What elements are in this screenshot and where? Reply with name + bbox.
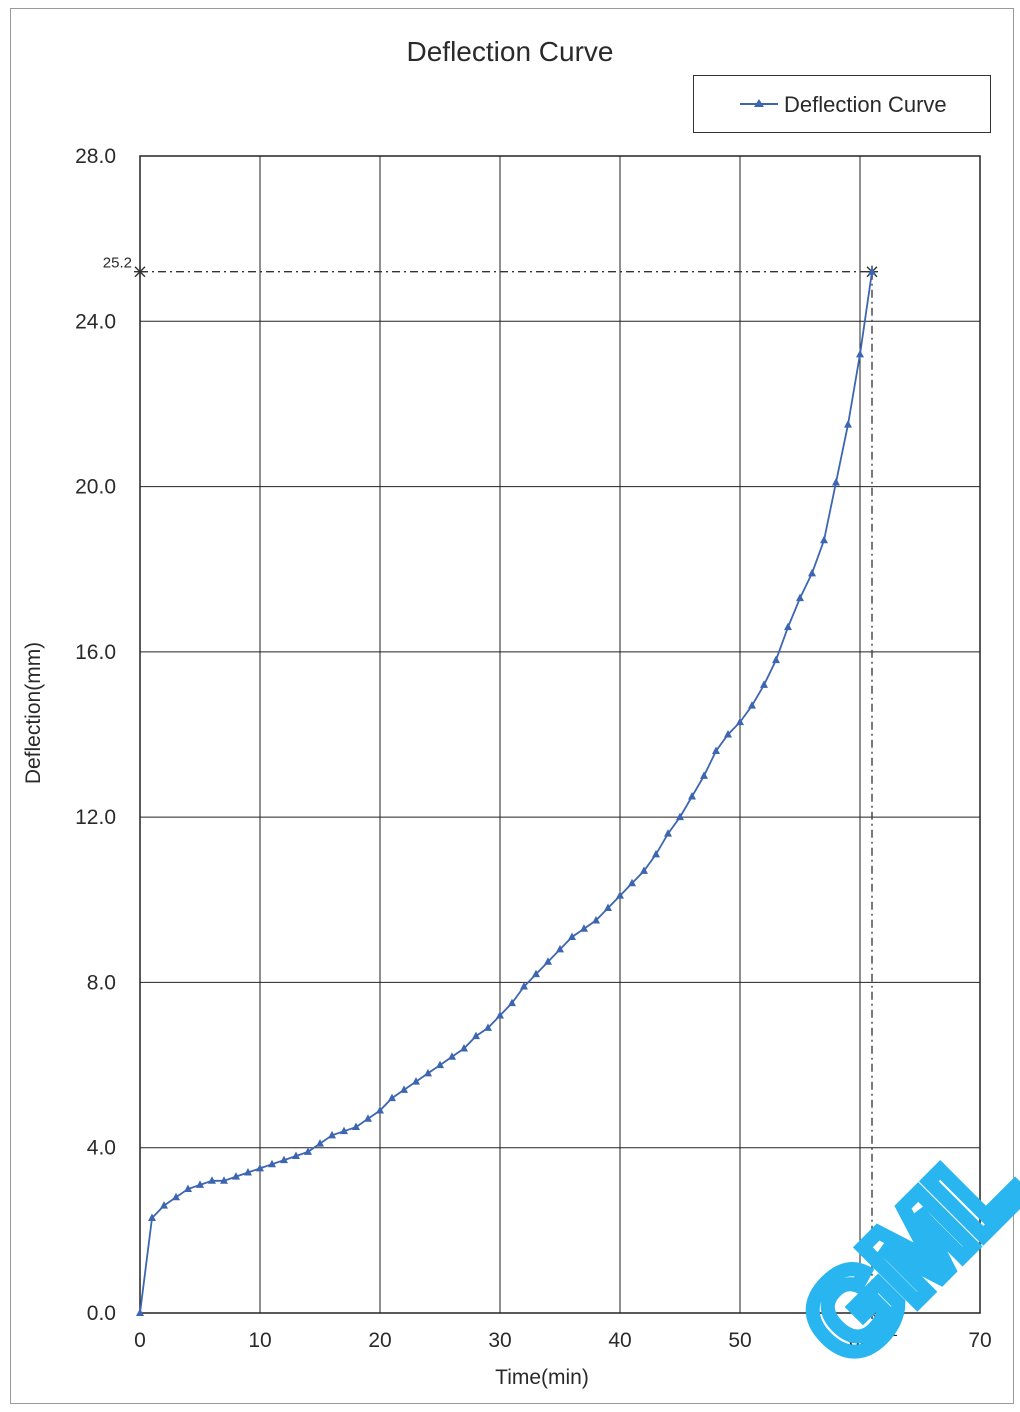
- data-point-marker: [328, 1130, 336, 1139]
- data-point-marker: [772, 655, 780, 664]
- data-point-marker: [436, 1060, 444, 1069]
- data-point-marker: [508, 998, 516, 1007]
- y-tick-label: 0.0: [87, 1302, 116, 1325]
- data-point-marker: [520, 982, 528, 990]
- y-tick-label: 4.0: [87, 1137, 116, 1160]
- data-point-marker: [400, 1085, 408, 1093]
- data-point-marker: [736, 717, 744, 726]
- data-point-marker: [568, 932, 576, 940]
- data-point-marker: [868, 267, 876, 275]
- y-tick-label: 20.0: [75, 476, 116, 499]
- x-tick-label: 70: [968, 1329, 991, 1352]
- data-point-marker: [136, 1308, 144, 1316]
- data-point-marker: [376, 1106, 384, 1114]
- data-point-marker: [220, 1176, 228, 1184]
- data-point-marker: [352, 1122, 360, 1131]
- annotation-label: 25.2: [103, 255, 132, 272]
- data-point-marker: [184, 1184, 192, 1193]
- data-point-marker: [448, 1052, 456, 1060]
- data-point-marker: [388, 1093, 396, 1102]
- data-point-marker: [856, 349, 864, 358]
- plot-border: [139, 155, 981, 1314]
- data-point-marker: [256, 1163, 264, 1172]
- data-point-marker: [496, 1010, 504, 1019]
- x-tick-label: 10: [248, 1329, 271, 1352]
- y-tick-label: 24.0: [75, 310, 116, 333]
- data-point-marker: [160, 1201, 168, 1209]
- data-point-marker: [148, 1213, 156, 1221]
- chart-frame: [10, 8, 1014, 1404]
- legend: Deflection Curve: [693, 75, 991, 133]
- data-point-marker: [676, 812, 684, 821]
- data-point-marker: [424, 1068, 432, 1077]
- data-point-marker: [340, 1126, 348, 1135]
- data-point-marker: [808, 568, 816, 577]
- data-point-marker: [412, 1077, 420, 1085]
- data-point-marker: [268, 1159, 276, 1168]
- data-point-marker: [484, 1023, 492, 1031]
- data-point-marker: [316, 1139, 324, 1147]
- data-point-marker: [208, 1176, 216, 1184]
- data-point-marker: [172, 1192, 180, 1201]
- data-point-marker: [580, 924, 588, 932]
- data-point-marker: [292, 1151, 300, 1159]
- data-point-marker: [364, 1114, 372, 1122]
- data-point-marker: [664, 829, 672, 837]
- reference-star-marker: [134, 265, 146, 278]
- x-tick-label: 0: [134, 1329, 146, 1352]
- data-point-marker: [592, 915, 600, 924]
- data-point-marker: [616, 891, 624, 899]
- data-point-marker: [304, 1147, 312, 1155]
- data-point-marker: [460, 1044, 468, 1052]
- data-point-marker: [844, 420, 852, 428]
- x-axis-label: Time(min): [495, 1366, 589, 1389]
- y-tick-label: 16.0: [75, 641, 116, 664]
- legend-series-swatch: [740, 99, 778, 107]
- chart-title: Deflection Curve: [406, 36, 614, 67]
- data-point-marker: [472, 1031, 480, 1040]
- data-point-marker: [556, 944, 564, 953]
- data-point-marker: [760, 680, 768, 688]
- y-tick-label: 8.0: [87, 971, 116, 994]
- x-tick-label: 60: [848, 1329, 871, 1352]
- data-point-marker: [784, 622, 792, 631]
- data-point-marker: [232, 1172, 240, 1180]
- data-point-marker: [628, 878, 636, 887]
- data-point-marker: [544, 957, 552, 965]
- annotation-label: 61: [881, 1323, 898, 1340]
- x-tick-label: 40: [608, 1329, 631, 1352]
- data-point-marker: [640, 866, 648, 874]
- data-point-marker: [796, 593, 804, 602]
- data-point-marker: [712, 746, 720, 755]
- legend-series-label: Deflection Curve: [784, 92, 947, 117]
- y-tick-label: 12.0: [75, 806, 116, 829]
- data-point-marker: [196, 1180, 204, 1188]
- x-tick-label: 20: [368, 1329, 391, 1352]
- data-point-marker: [724, 730, 732, 738]
- data-point-marker: [820, 535, 828, 544]
- data-point-marker: [652, 849, 660, 858]
- data-point-marker: [244, 1168, 252, 1176]
- data-point-marker: [604, 903, 612, 912]
- data-point-marker: [688, 791, 696, 800]
- y-tick-label: 28.0: [75, 145, 116, 168]
- x-tick-label: 50: [728, 1329, 751, 1352]
- x-tick-label: 30: [488, 1329, 511, 1352]
- series-line: [139, 271, 873, 1314]
- data-point-marker: [280, 1155, 288, 1164]
- data-point-marker: [532, 969, 540, 978]
- data-point-marker: [700, 771, 708, 779]
- reference-star-marker: [866, 1307, 878, 1319]
- data-point-marker: [832, 477, 840, 486]
- data-point-marker: [748, 701, 756, 709]
